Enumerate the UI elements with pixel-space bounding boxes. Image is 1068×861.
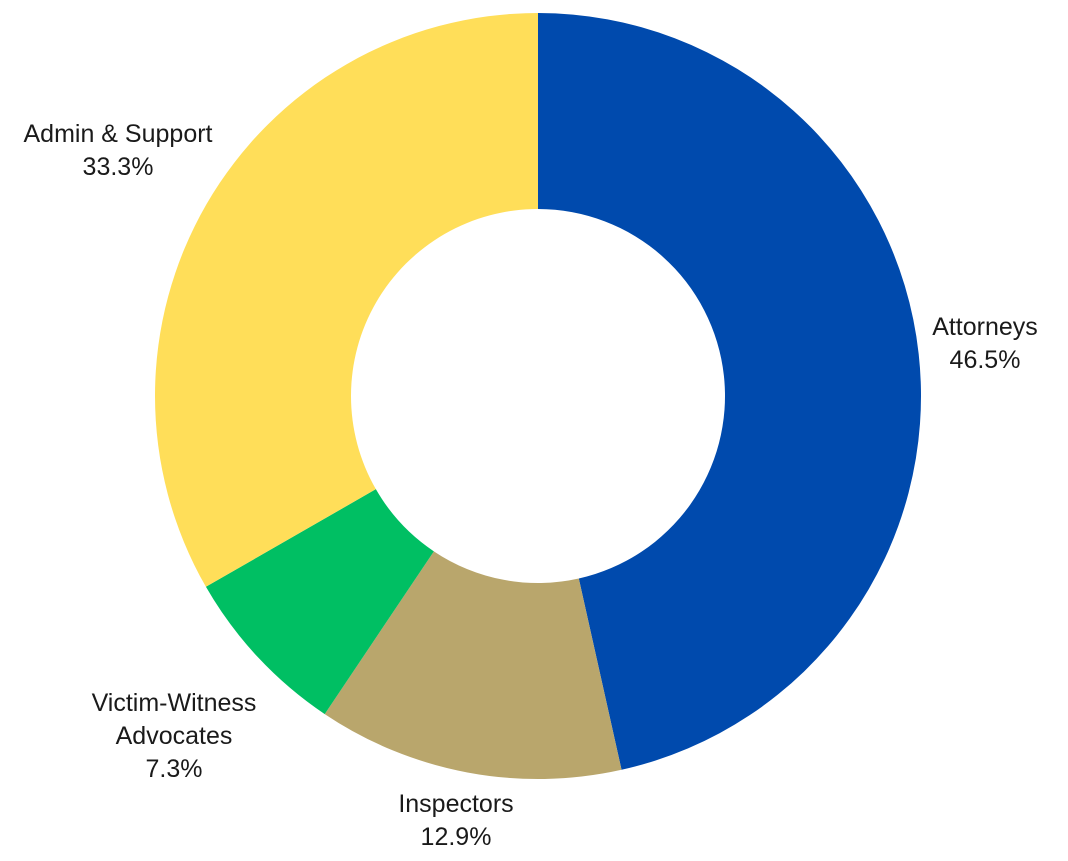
slice-name: Advocates xyxy=(116,722,233,750)
donut-slices xyxy=(154,13,921,779)
slice-name: Attorneys xyxy=(932,313,1038,341)
slice-name: Inspectors xyxy=(398,790,513,818)
slice-percent: 46.5% xyxy=(950,346,1021,374)
donut-slice-inspectors xyxy=(324,551,622,779)
donut-slice-attorneys xyxy=(538,13,921,770)
slice-label: Admin & Support 33.3% xyxy=(24,120,213,181)
slice-name: Victim-Witness xyxy=(92,689,257,717)
slice-label: Inspectors 12.9% xyxy=(398,790,513,851)
slice-percent: 12.9% xyxy=(421,823,492,851)
slice-percent: 7.3% xyxy=(146,755,203,783)
slice-label: Victim-Witness Advocates 7.3% xyxy=(92,689,257,783)
slice-percent: 33.3% xyxy=(83,153,154,181)
donut-slice-victim-witness-advocates xyxy=(205,489,434,715)
slice-name: Admin & Support xyxy=(24,120,213,148)
slice-labels: Attorneys 46.5% Inspectors 12.9% Victim-Witn… xyxy=(24,120,1038,851)
donut-slice-admin-support xyxy=(154,13,538,587)
slice-label: Attorneys 46.5% xyxy=(932,313,1038,374)
